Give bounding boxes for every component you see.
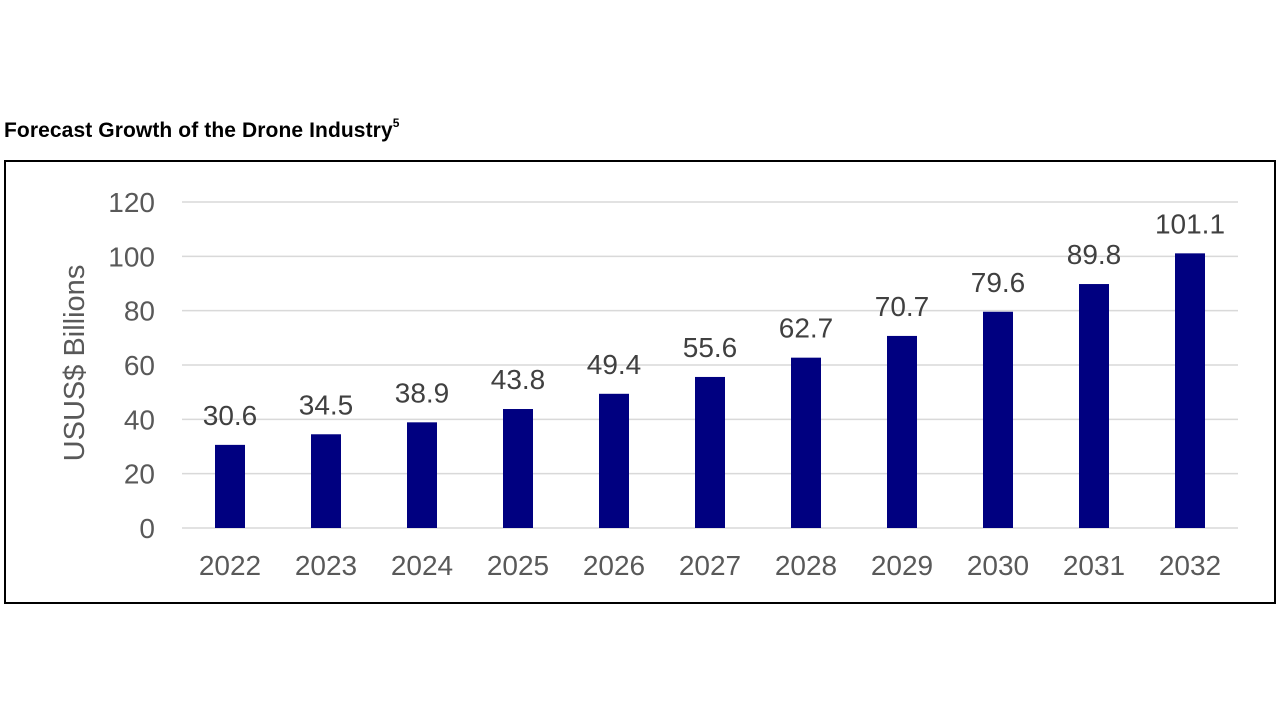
x-tick-label: 2028 — [775, 550, 837, 581]
data-label: 70.7 — [875, 291, 930, 322]
y-tick-label: 40 — [124, 404, 155, 435]
x-tick-label: 2025 — [487, 550, 549, 581]
x-tick-label: 2026 — [583, 550, 645, 581]
bar — [695, 376, 725, 528]
x-tick-label: 2024 — [391, 550, 453, 581]
data-label: 30.6 — [203, 400, 258, 431]
y-tick-label: 0 — [139, 513, 155, 544]
data-label: 55.6 — [683, 332, 738, 363]
chart-title: Forecast Growth of the Drone Industry5 — [4, 116, 400, 143]
x-tick-label: 2032 — [1159, 550, 1221, 581]
data-label: 43.8 — [491, 364, 546, 395]
bar — [215, 444, 245, 528]
bar — [503, 409, 533, 528]
y-axis-title: USUS$ Billions — [59, 265, 91, 462]
bar — [887, 335, 917, 528]
x-tick-label: 2029 — [871, 550, 933, 581]
y-tick-label: 120 — [108, 187, 155, 218]
data-label: 38.9 — [395, 377, 450, 408]
x-tick-label: 2031 — [1063, 550, 1125, 581]
y-tick-label: 100 — [108, 241, 155, 272]
x-tick-label: 2023 — [295, 550, 357, 581]
chart-title-footnote: 5 — [392, 116, 400, 130]
chart-frame: 0 20 40 60 80 100 120 USUS$ Billions 30.6 2022 34.… — [4, 160, 1276, 604]
y-tick-label: 20 — [124, 459, 155, 490]
bar — [983, 311, 1013, 528]
y-tick-label: 60 — [124, 350, 155, 381]
data-label: 79.6 — [971, 267, 1026, 298]
x-tick-label: 2030 — [967, 550, 1029, 581]
bar — [407, 422, 437, 528]
bar — [1079, 284, 1109, 528]
x-tick-label: 2027 — [679, 550, 741, 581]
data-label: 62.7 — [779, 313, 834, 344]
data-label: 101.1 — [1155, 208, 1225, 239]
bar — [791, 357, 821, 528]
y-tick-label: 80 — [124, 296, 155, 327]
bar-chart: 0 20 40 60 80 100 120 USUS$ Billions 30.6 2022 34.… — [59, 187, 1238, 581]
bar — [1175, 253, 1205, 528]
data-label: 49.4 — [587, 349, 642, 380]
x-tick-label: 2022 — [199, 550, 261, 581]
data-label: 89.8 — [1067, 239, 1122, 270]
chart-title-text: Forecast Growth of the Drone Industry — [4, 119, 393, 142]
bar — [311, 434, 341, 528]
bar — [599, 393, 629, 528]
data-label: 34.5 — [299, 389, 354, 420]
